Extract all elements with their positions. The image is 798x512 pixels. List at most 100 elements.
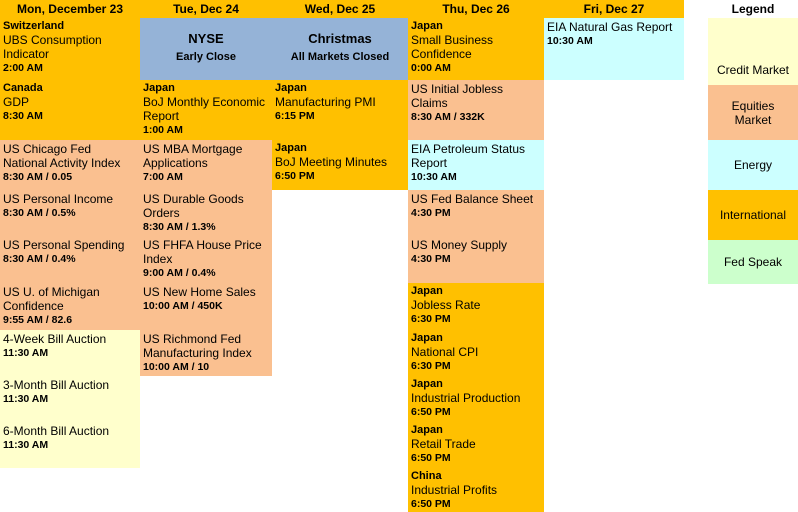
legend-items: Credit Market Equities Market Energy Intern…: [708, 18, 798, 284]
event-time: 11:30 AM: [3, 439, 49, 451]
day-header: Mon, December 23: [0, 0, 140, 18]
event-country: Japan: [411, 424, 443, 436]
event-time: 8:30 AM: [3, 110, 43, 122]
calendar-event: NYSE Early Close: [140, 18, 272, 80]
event-country: Canada: [3, 82, 43, 94]
calendar-event: EIA Natural Gas Report 10:30 AM: [544, 18, 684, 80]
legend-item: Credit Market: [708, 18, 798, 85]
event-title: Small Business Confidence: [411, 33, 494, 61]
event-time: 10:30 AM: [411, 171, 457, 183]
event-time: 10:00 AM / 10: [143, 361, 210, 373]
event-country: Japan: [411, 20, 443, 32]
event-title: US Fed Balance Sheet: [411, 192, 534, 206]
event-title: US Richmond Fed Manufacturing Index: [143, 332, 252, 360]
event-title: US Initial Jobless Claims: [411, 82, 504, 110]
calendar-event: Japan BoJ Meeting Minutes 6:50 PM: [272, 140, 408, 190]
event-country: Japan: [411, 285, 443, 297]
calendar-event: US MBA Mortgage Applications 7:00 AM: [140, 140, 272, 190]
calendar-event: US Personal Spending 8:30 AM / 0.4%: [0, 236, 140, 283]
event-title: BoJ Monthly Economic Report: [143, 95, 266, 123]
event-title: US Durable Goods Orders: [143, 192, 244, 220]
event-title: NYSE: [188, 31, 224, 46]
event-time: 0:00 AM: [411, 62, 451, 74]
event-time: 9:55 AM / 82.6: [3, 314, 73, 326]
calendar-event: US New Home Sales 10:00 AM / 450K: [140, 283, 272, 330]
event-title: 4-Week Bill Auction: [3, 332, 107, 346]
event-subtitle: All Markets Closed: [290, 51, 390, 63]
event-time: 6:50 PM: [411, 406, 451, 418]
calendar-event: Canada GDP 8:30 AM: [0, 80, 140, 140]
event-title: US Chicago Fed National Activity Index: [3, 142, 121, 170]
event-title: Retail Trade: [411, 437, 476, 451]
event-time: 6:50 PM: [275, 170, 315, 182]
event-time: 6:15 PM: [275, 110, 315, 122]
event-title: Industrial Production: [411, 391, 521, 405]
event-title: 3-Month Bill Auction: [3, 378, 110, 392]
event-time: 6:50 PM: [411, 498, 451, 510]
legend-label: Credit Market: [716, 63, 790, 77]
calendar-event: 3-Month Bill Auction 11:30 AM: [0, 376, 140, 422]
event-country: Switzerland: [3, 20, 65, 32]
event-title: US Money Supply: [411, 238, 508, 252]
event-title: US U. of Michigan Confidence: [3, 285, 100, 313]
calendar-event: Japan Manufacturing PMI 6:15 PM: [272, 80, 408, 140]
event-title: US FHFA House Price Index: [143, 238, 262, 266]
event-country: China: [411, 470, 442, 482]
calendar-event: US Money Supply 4:30 PM: [408, 236, 544, 283]
calendar-event: US Richmond Fed Manufacturing Index 10:00…: [140, 330, 272, 376]
event-time: 6:30 PM: [411, 360, 451, 372]
event-time: 6:30 PM: [411, 313, 451, 325]
event-title: US Personal Spending: [3, 238, 125, 252]
event-country: Japan: [411, 378, 443, 390]
calendar-event: Japan National CPI 6:30 PM: [408, 330, 544, 376]
event-title: Manufacturing PMI: [275, 95, 376, 109]
event-title: Industrial Profits: [411, 483, 498, 497]
event-title: Christmas: [308, 31, 372, 46]
event-country: Japan: [143, 82, 175, 94]
legend-title: Legend: [708, 0, 798, 18]
event-title: EIA Natural Gas Report: [547, 20, 673, 34]
calendar-event: 4-Week Bill Auction 11:30 AM: [0, 330, 140, 376]
event-time: 8:30 AM / 0.05: [3, 171, 73, 183]
event-time: 9:00 AM / 0.4%: [143, 267, 216, 279]
event-title: US New Home Sales: [143, 285, 256, 299]
legend-item: Fed Speak: [708, 240, 798, 284]
day-header: Wed, Dec 25: [272, 0, 408, 18]
event-country: Japan: [275, 142, 307, 154]
event-time: 8:30 AM / 0.5%: [3, 207, 76, 219]
legend-label: Energy: [733, 158, 773, 172]
event-time: 4:30 PM: [411, 207, 451, 219]
calendar-event: China Industrial Profits 6:50 PM: [408, 468, 544, 512]
calendar-event: 6-Month Bill Auction 11:30 AM: [0, 422, 140, 468]
event-title: EIA Petroleum Status Report: [411, 142, 526, 170]
event-title: US Personal Income: [3, 192, 114, 206]
event-time: 1:00 AM: [143, 124, 183, 136]
calendar-event: Japan Retail Trade 6:50 PM: [408, 422, 544, 468]
event-time: 7:00 AM: [143, 171, 183, 183]
event-title: National CPI: [411, 345, 479, 359]
calendar-event: US Personal Income 8:30 AM / 0.5%: [0, 190, 140, 236]
calendar-event: EIA Petroleum Status Report 10:30 AM: [408, 140, 544, 190]
day-column-4: Thu, Dec 26 Japan Small Business Confidenc…: [408, 0, 544, 512]
event-title: Jobless Rate: [411, 298, 481, 312]
legend-item: International: [708, 190, 798, 240]
event-title: GDP: [3, 95, 30, 109]
calendar-event: US Fed Balance Sheet 4:30 PM: [408, 190, 544, 236]
calendar-event: Japan Small Business Confidence 0:00 AM: [408, 18, 544, 80]
event-time: 10:30 AM: [547, 35, 593, 47]
calendar-event: Japan Jobless Rate 6:30 PM: [408, 283, 544, 330]
legend-label: International: [719, 208, 787, 222]
calendar-event: Japan Industrial Production 6:50 PM: [408, 376, 544, 422]
calendar-event: US Initial Jobless Claims 8:30 AM / 332K: [408, 80, 544, 140]
day-header: Tue, Dec 24: [140, 0, 272, 18]
day-column-2: Tue, Dec 24 NYSE Early Close Japan BoJ Month…: [140, 0, 272, 376]
event-time: 8:30 AM / 1.3%: [143, 221, 216, 233]
calendar-event: US Chicago Fed National Activity Index 8:…: [0, 140, 140, 190]
event-time: 8:30 AM / 0.4%: [3, 253, 76, 265]
event-title: US MBA Mortgage Applications: [143, 142, 243, 170]
event-title: BoJ Meeting Minutes: [275, 155, 388, 169]
day-column-5: Fri, Dec 27 EIA Natural Gas Report 10:30 A…: [544, 0, 684, 80]
legend-item: Equities Market: [708, 85, 798, 140]
day-header: Fri, Dec 27: [544, 0, 684, 18]
